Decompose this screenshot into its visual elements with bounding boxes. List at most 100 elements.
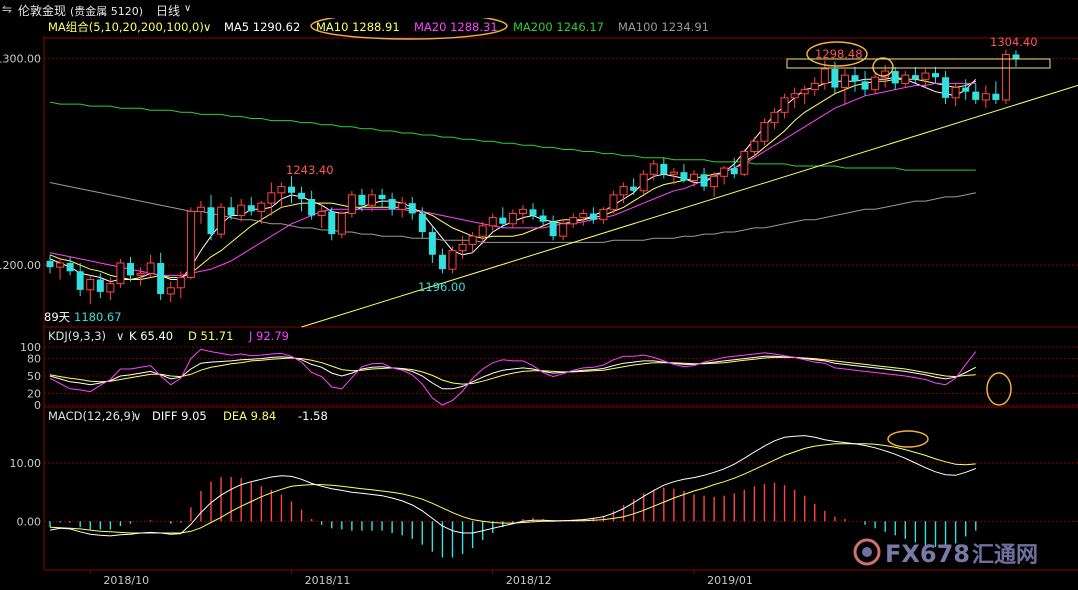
candle [408,196,416,220]
candle [669,168,678,185]
candle-body [76,271,84,290]
candle [831,61,839,94]
candle [237,199,246,222]
candle [760,118,769,146]
candle-body [630,186,638,191]
ma-line-ma100 [49,182,976,243]
candle [891,66,899,90]
candle-body [388,199,396,210]
candle [800,85,809,105]
candle [127,256,134,282]
candle-body [166,287,175,295]
candle [690,170,698,187]
kdj-d-line [49,356,976,385]
candle [740,149,749,177]
watermark-logo-icon [853,538,881,566]
highlight-ellipse-high [806,41,868,67]
annotation-low-nov: 1196.00 [418,280,466,294]
candle [358,188,366,212]
watermark: FX678 汇通网 [853,538,1038,568]
candle [468,232,477,253]
candle [66,256,74,276]
candle [599,207,608,224]
candle-body [800,89,809,95]
kdj-lines [49,348,977,406]
candle [790,87,799,109]
candle [86,275,95,305]
highlight-ellipse-ma [310,18,508,40]
candle-body [358,194,366,206]
period-dropdown-icon[interactable]: ∨ [184,3,192,14]
candle-body [176,276,185,289]
candle-body [690,173,698,181]
candle-body [992,93,1000,100]
candle-body [488,217,497,227]
candle [76,263,84,297]
candle-body [700,174,708,187]
market-code: (贵金属 5120) [70,5,144,18]
candle-body [1012,54,1020,59]
candle [136,267,145,286]
candle [157,252,165,301]
macd-y-tick: 0.00 [17,515,42,528]
ma-dropdown-icon[interactable]: ∨ [203,20,211,34]
candle-body [408,203,416,214]
candle-body [710,175,719,188]
candle [932,66,939,84]
candle [257,201,266,224]
macd-bar-value: -1.58 [298,409,328,423]
candle-body [861,81,869,90]
candle [478,221,487,245]
candle [569,213,578,228]
candle [499,207,507,228]
candle [488,213,497,233]
ma20-value: MA20 1288.31 [414,20,498,34]
candle-body [549,221,557,237]
candle-body [891,71,899,84]
candle-body [780,97,789,113]
candle-body [649,163,658,175]
macd-y-tick: 10.00 [10,457,42,470]
candle [388,192,396,216]
candle [720,165,729,185]
candle-body [317,210,326,217]
candle-body [669,171,678,175]
candle [176,271,185,299]
macd-indicator-name[interactable]: MACD(12,26,9) [48,409,135,423]
candlesticks [46,49,1020,305]
period-selector[interactable]: 日线 [156,4,181,18]
kdj-y-tick: 80 [27,353,41,366]
candle [106,277,115,301]
candle-body [277,186,286,194]
kdj-indicator-name[interactable]: KDJ(9,3,3) [48,329,106,343]
candle [277,182,286,208]
candle [196,201,205,224]
candle [851,66,859,92]
ma10-value: MA10 1288.91 [316,20,400,34]
macd-dropdown-icon[interactable]: ∨ [133,409,141,423]
kdj-d-value: D 51.71 [188,329,233,343]
candle [992,81,1000,105]
candle-body [851,75,859,82]
trendlines [301,84,1078,328]
candle [186,207,195,280]
candle [207,194,215,241]
swap-icon[interactable]: ⇋ [2,2,13,16]
candle-body [508,212,517,225]
candle-body [146,262,155,274]
candle [609,190,618,214]
candle-body [518,208,527,214]
candle [981,85,990,109]
watermark-latin: FX678 [885,540,970,568]
kdj-dropdown-icon[interactable]: ∨ [116,329,124,343]
candle-body [398,202,407,210]
candle-body [609,194,618,210]
candle-body [96,279,104,292]
x-tick-label: 2018/11 [305,574,351,587]
candle-body [106,283,115,293]
ma200-value: MA200 1246.17 [513,20,604,34]
ma-indicator-name[interactable]: MA组合(5,10,20,200,100,0) [48,20,204,34]
candle-body [680,172,688,181]
candle [951,83,960,107]
